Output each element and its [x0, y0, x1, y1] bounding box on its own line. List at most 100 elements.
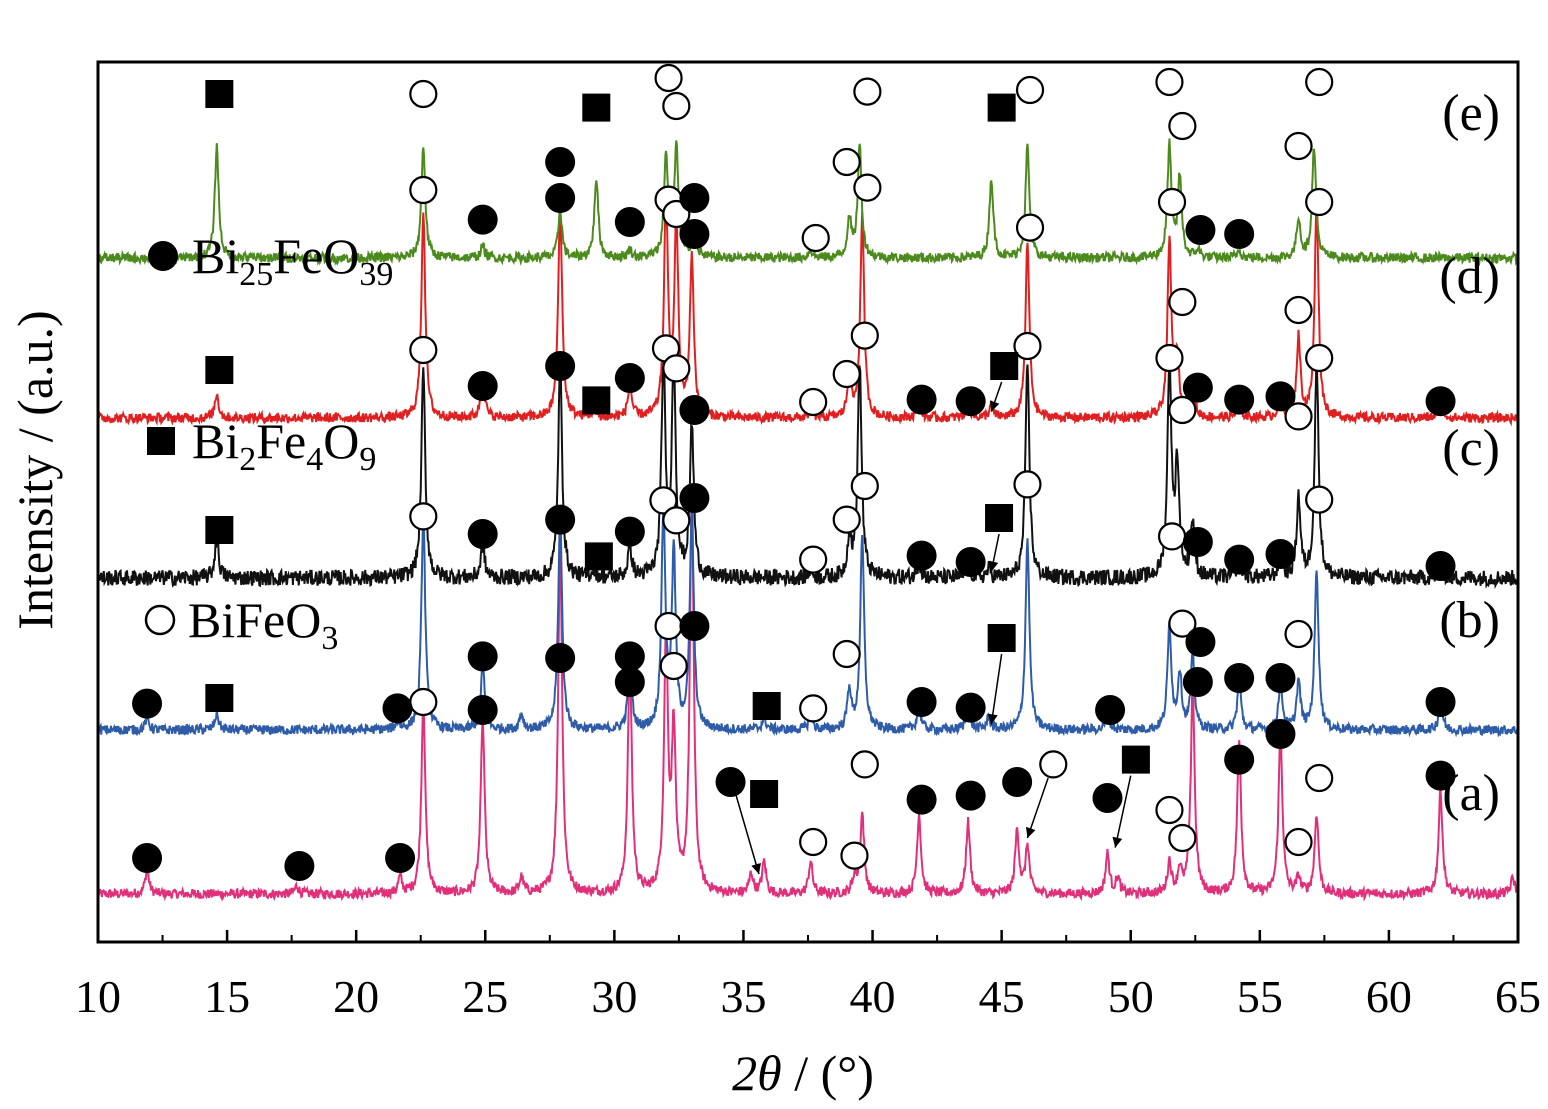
peak-arrow-3	[990, 653, 1003, 725]
phase-marker-open-circle-e-123	[1305, 67, 1334, 97]
phase-marker-open-circle-b-32	[409, 502, 438, 531]
phase-marker-filled-circle-d-88	[679, 219, 710, 249]
phase-marker-open-circle-b-53	[1284, 619, 1313, 649]
phase-marker-open-circle-c-72	[1155, 343, 1184, 373]
phase-marker-filled-circle-d-85	[614, 363, 645, 393]
phase-marker-open-circle-e-118	[1155, 67, 1184, 97]
filled-square-icon	[147, 427, 175, 455]
phase-marker-open-circle-a-8	[659, 651, 688, 681]
legend-entry-bi2fe4o9: Bi2Fe4O9	[147, 413, 376, 478]
phase-marker-filled-circle-c-68	[906, 540, 937, 571]
x-tick-label-10: 10	[75, 971, 121, 1022]
phase-marker-open-circle-c-65	[799, 545, 828, 574]
x-tick-label-30: 30	[591, 971, 637, 1022]
phase-marker-filled-circle-d-98	[1182, 372, 1213, 403]
phase-marker-filled-square-c-70	[985, 504, 1014, 532]
phase-marker-filled-circle-a-5	[545, 643, 576, 673]
phase-marker-filled-circle-e-120	[1185, 215, 1216, 245]
phase-marker-filled-circle-b-52	[1265, 663, 1296, 693]
peak-arrowhead-5	[989, 400, 1000, 412]
phase-marker-open-circle-e-114	[832, 147, 861, 177]
x-tick-label-50: 50	[1108, 971, 1154, 1022]
phase-marker-filled-circle-a-10	[715, 767, 746, 797]
legend-label-bifeo3: BiFeO3	[188, 592, 338, 657]
phase-marker-filled-square-b-39	[752, 692, 781, 720]
phase-marker-filled-circle-c-64	[679, 395, 710, 425]
x-tick-label-65: 65	[1495, 971, 1541, 1022]
x-tick-label-45: 45	[979, 971, 1025, 1022]
phase-marker-filled-circle-b-55	[1425, 687, 1456, 717]
phase-marker-open-circle-a-27	[1305, 763, 1334, 793]
phase-marker-filled-circle-b-51	[1224, 663, 1255, 693]
curve-label-e: (e)	[1442, 85, 1500, 142]
x-tick-label-35: 35	[720, 971, 766, 1022]
phase-marker-filled-circle-a-16	[955, 780, 986, 811]
phase-marker-open-circle-e-105	[409, 79, 438, 109]
phase-marker-filled-square-e-108	[582, 93, 611, 122]
phase-marker-filled-circle-a-19	[1092, 783, 1123, 813]
plot-frame	[96, 60, 1520, 944]
phase-marker-open-circle-c-67	[850, 321, 879, 350]
legend-entry-bifeo3: BiFeO3	[144, 592, 338, 657]
phase-marker-filled-circle-b-38	[679, 483, 710, 513]
legend-label-bi2fe4o9: Bi2Fe4O9	[192, 413, 376, 478]
xrd-series-a	[97, 484, 1519, 902]
phase-marker-filled-circle-c-69	[955, 547, 986, 577]
phase-marker-filled-circle-a-2	[385, 843, 416, 873]
peak-arrowhead-2	[1112, 836, 1123, 848]
phase-marker-filled-circle-a-15	[906, 784, 937, 815]
x-axis-ticks: 10 15 20 25 30 35 40 45 50 55 60 65	[75, 930, 1541, 1022]
phase-marker-filled-square-b-45	[987, 624, 1016, 652]
phase-marker-filled-circle-d-83	[545, 183, 576, 213]
phase-marker-open-circle-d-81	[409, 175, 438, 205]
phase-marker-filled-square-a-11	[750, 780, 779, 808]
phase-marker-filled-circle-d-82	[467, 371, 498, 401]
curve-label-c: (c)	[1442, 420, 1500, 477]
phase-marker-open-circle-a-7	[654, 611, 683, 641]
peak-arrowhead-3	[987, 713, 998, 725]
phase-marker-open-circle-a-3	[409, 687, 438, 717]
phase-marker-open-circle-b-36	[649, 486, 678, 515]
phase-marker-filled-circle-d-103	[1425, 386, 1456, 417]
x-tick-label-15: 15	[204, 971, 250, 1022]
arrow-layer	[734, 381, 1132, 875]
phase-marker-open-circle-e-115	[853, 77, 882, 106]
phase-marker-open-circle-d-101	[1284, 295, 1313, 325]
phase-marker-filled-circle-c-79	[1425, 551, 1456, 581]
filled-circle-icon	[148, 241, 178, 271]
x-tick-label-40: 40	[850, 971, 896, 1022]
phase-marker-filled-circle-a-4	[467, 695, 498, 725]
phase-marker-open-circle-a-13	[840, 841, 869, 870]
phase-marker-open-circle-e-119	[1168, 111, 1197, 141]
phase-marker-open-circle-d-97	[1168, 287, 1197, 317]
phase-marker-filled-square-b-30	[205, 684, 234, 712]
phase-marker-filled-circle-b-43	[906, 687, 937, 717]
phase-marker-filled-square-e-104	[205, 80, 234, 108]
phase-marker-filled-circle-a-9	[679, 611, 710, 641]
peak-arrowhead-4	[988, 560, 999, 572]
phase-marker-open-circle-c-77	[1284, 402, 1313, 431]
legend-label-bi25feo39: Bi25FeO39	[192, 228, 393, 293]
phase-marker-filled-circle-d-93	[955, 386, 986, 417]
phase-marker-open-circle-a-18	[1039, 750, 1068, 779]
phase-marker-filled-square-d-84	[582, 386, 611, 415]
phase-marker-filled-square-a-20	[1121, 745, 1150, 774]
x-axis-title: 2θ / (°)	[732, 1045, 874, 1101]
legend-entry-bi25feo39: Bi25FeO39	[148, 228, 393, 293]
phase-marker-filled-circle-a-24	[1224, 744, 1255, 775]
phase-marker-filled-circle-d-99	[1224, 384, 1255, 415]
peak-arrow-2	[1114, 775, 1132, 848]
phase-marker-open-circle-c-63	[662, 354, 691, 383]
phase-marker-filled-circle-b-44	[955, 692, 986, 723]
phase-marker-open-circle-a-14	[850, 750, 879, 779]
phase-marker-open-circle-b-49	[1168, 609, 1197, 638]
peak-arrowhead-1	[1025, 826, 1036, 838]
phase-marker-filled-circle-b-29	[132, 688, 163, 719]
phase-marker-open-circle-c-66	[832, 505, 861, 534]
phase-marker-open-circle-c-71	[1013, 331, 1042, 361]
phase-marker-open-circle-e-110	[654, 63, 683, 93]
phase-marker-open-circle-d-96	[1157, 187, 1187, 217]
phase-marker-open-circle-d-89	[799, 387, 828, 417]
phase-marker-filled-circle-c-58	[467, 519, 498, 549]
